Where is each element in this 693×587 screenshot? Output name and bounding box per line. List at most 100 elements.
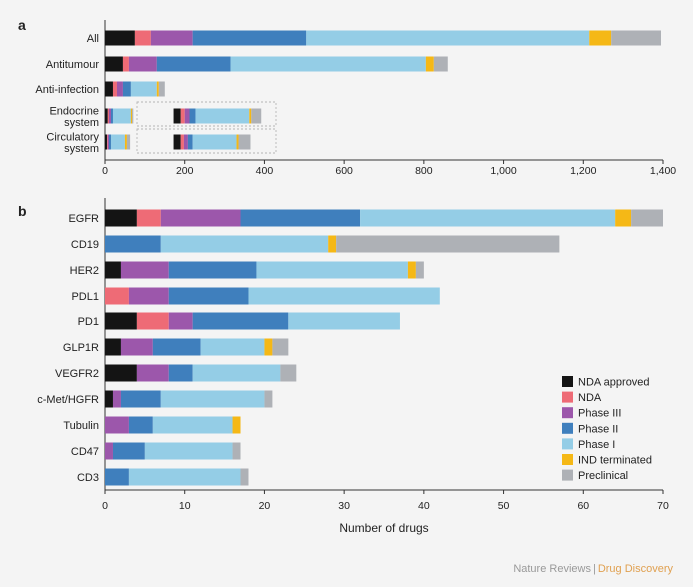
x-tick-label: 70: [657, 500, 669, 512]
x-tick-label: 1,200: [570, 165, 596, 177]
category-label-line: HER2: [70, 265, 99, 277]
category-label-circulatory-system: Circulatory system: [46, 131, 99, 155]
bar-segment-circulatory-system-phase-iii: [107, 134, 109, 150]
category-label-glp1r: GLP1R: [63, 342, 99, 354]
category-label-antitumour: Antitumour: [46, 59, 100, 71]
bar-segment-glp1r-nda-approved: [105, 338, 121, 356]
bar-segment-tubulin-phase-ii: [128, 416, 153, 434]
bar-segment-vegfr2-preclinical: [280, 364, 297, 382]
bar-segment-endocrine-system-preclinical: [132, 108, 134, 124]
bar-segment-egfr-phase-i: [360, 209, 616, 227]
legend-label-phase-iii: Phase III: [578, 408, 621, 420]
legend-swatch-phase-i: [562, 438, 573, 450]
bar-segment-c-met-hgfr-phase-ii: [120, 390, 161, 408]
legend-swatch-nda: [562, 391, 573, 403]
bar-segment-her2-phase-iii: [120, 261, 169, 279]
bar-segment-egfr-phase-iii: [160, 209, 241, 227]
bar-segment-pdl1-phase-ii: [168, 287, 249, 305]
x-tick-label: 1,400: [650, 165, 676, 177]
bar-segment-c-met-hgfr-phase-iii: [112, 390, 121, 408]
bar-segment-antitumour-phase-i: [230, 56, 426, 72]
legend-label-phase-i: Phase I: [578, 439, 615, 451]
legend-label-nda: NDA: [578, 392, 602, 404]
bar-segment-circulatory-system-preclinical: [126, 134, 131, 150]
category-label-line: Anti-infection: [35, 84, 99, 96]
bar-segment-anti-infection-ind-terminated: [156, 81, 159, 97]
panel-a-dashed-box: [136, 101, 277, 127]
bar-segment-endocrine-system-secondary-phase-iii: [184, 108, 190, 124]
x-tick-label: 200: [176, 165, 194, 177]
legend-label-nda-approved: NDA approved: [578, 377, 650, 389]
bar-segment-endocrine-system-nda-approved: [105, 108, 108, 124]
x-axis-title: Number of drugs: [339, 521, 428, 535]
category-label-line: system: [64, 143, 99, 155]
bar-segment-cd47-preclinical: [232, 442, 241, 460]
bar-segment-egfr-nda-approved: [105, 209, 137, 227]
x-tick-label: 20: [259, 500, 271, 512]
category-label-cd3: CD3: [77, 472, 99, 484]
bar-segment-c-met-hgfr-nda-approved: [105, 390, 113, 408]
bar-segment-circulatory-system-secondary-phase-ii: [187, 134, 193, 150]
figure-credit: Nature Reviews | Drug Discovery: [513, 563, 673, 575]
bar-segment-pd1-nda: [136, 312, 169, 330]
bar-segment-pd1-phase-i: [288, 312, 400, 330]
bar-segment-pd1-phase-iii: [168, 312, 193, 330]
legend-label-phase-ii: Phase II: [578, 423, 618, 435]
bar-segment-tubulin-phase-i: [152, 416, 233, 434]
bar-segment-endocrine-system-secondary-preclinical: [251, 108, 262, 124]
category-label-anti-infection: Anti-infection: [35, 84, 99, 96]
bar-segment-glp1r-preclinical: [272, 338, 289, 356]
bar-segment-endocrine-system-phase-ii: [110, 108, 113, 124]
panel-a: a 0 200 400 600 800 1,000 1,200 1,400 All Antitumo…: [18, 17, 676, 177]
bar-segment-anti-infection-phase-ii: [122, 81, 131, 97]
bar-segment-pdl1-phase-iii: [128, 287, 169, 305]
category-label-cd19: CD19: [71, 239, 99, 251]
category-label-all: All: [87, 33, 99, 45]
category-label-line: VEGFR2: [55, 368, 99, 380]
category-label-egfr: EGFR: [68, 213, 99, 225]
bar-segment-circulatory-system-phase-i: [110, 134, 125, 150]
bar-segment-antitumour-nda-approved: [105, 56, 123, 72]
x-tick-label: 0: [102, 165, 108, 177]
bar-segment-antitumour-ind-terminated: [425, 56, 434, 72]
bar-segment-circulatory-system-secondary-ind-terminated: [236, 134, 239, 150]
bar-segment-endocrine-system-secondary-phase-i: [195, 108, 250, 124]
bar-segment-endocrine-system-secondary-ind-terminated: [249, 108, 252, 124]
bar-segment-all-phase-iii: [150, 30, 193, 46]
bar-segment-circulatory-system-ind-terminated: [124, 134, 127, 150]
bar-segment-pdl1-phase-i: [248, 287, 440, 305]
panel-a-dashed-box: [136, 128, 277, 154]
legend-swatch-nda-approved: [562, 376, 573, 387]
bar-segment-vegfr2-phase-iii: [136, 364, 169, 382]
bar-segment-vegfr2-nda-approved: [105, 364, 137, 382]
bar-segment-endocrine-system-nda: [107, 108, 109, 124]
x-tick-label: 50: [498, 500, 510, 512]
category-label-line: GLP1R: [63, 342, 99, 354]
bar-segment-endocrine-system-secondary-nda-approved: [173, 108, 181, 124]
x-tick-label: 10: [179, 500, 191, 512]
bar-segment-egfr-ind-terminated: [615, 209, 632, 227]
bar-segment-circulatory-system-secondary-preclinical: [238, 134, 251, 150]
bar-segment-c-met-hgfr-phase-i: [160, 390, 265, 408]
bar-segment-pd1-nda-approved: [105, 312, 137, 330]
bar-segment-tubulin-ind-terminated: [232, 416, 241, 434]
category-label-endocrine-system: Endocrine system: [49, 105, 99, 129]
category-label-line: Circulatory: [46, 131, 99, 143]
bar-segment-circulatory-system-secondary-phase-iii: [183, 134, 188, 150]
bar-segment-cd3-phase-ii: [105, 468, 129, 486]
bar-segment-cd3-phase-i: [128, 468, 241, 486]
panel-a-letter: a: [18, 17, 26, 33]
bar-segment-pd1-phase-ii: [192, 312, 289, 330]
legend-swatch-preclinical: [562, 469, 573, 481]
bar-segment-all-phase-ii: [192, 30, 307, 46]
bar-segment-cd3-preclinical: [240, 468, 249, 486]
bar-segment-circulatory-system-phase-ii: [108, 134, 111, 150]
x-tick-label: 1,000: [490, 165, 516, 177]
category-label-cd47: CD47: [71, 446, 99, 458]
category-label-line: PD1: [78, 316, 99, 328]
bar-segment-all-nda-approved: [105, 30, 135, 46]
bar-segment-antitumour-phase-iii: [128, 56, 157, 72]
bar-segment-endocrine-system-ind-terminated: [130, 108, 133, 124]
credit-separator: |: [592, 563, 596, 575]
bar-segment-c-met-hgfr-preclinical: [264, 390, 273, 408]
